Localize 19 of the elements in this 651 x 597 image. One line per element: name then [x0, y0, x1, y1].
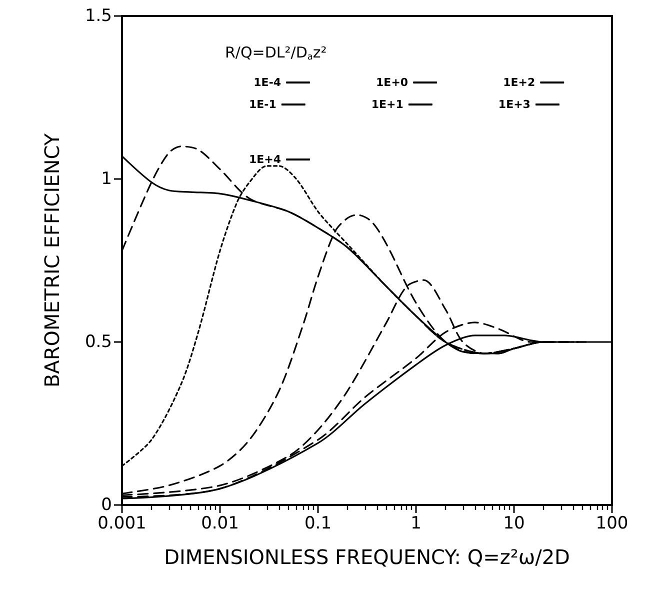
x-tick-label: 100	[596, 514, 628, 534]
legend-label: 1E+4	[248, 153, 282, 166]
x-tick-label: 1	[410, 514, 422, 534]
y-tick-label: 1.5	[84, 6, 112, 26]
legend-label: 1E+1	[371, 98, 404, 111]
legend-label: 1E-1	[248, 98, 276, 111]
x-tick-label: 0.1	[304, 514, 332, 534]
legend-label: 1E+0	[376, 76, 408, 89]
x-tick-label: 0.001	[98, 514, 146, 534]
y-axis-title: BAROMETRIC EFFICIENCY	[40, 132, 64, 388]
legend-label: 1E+3	[498, 98, 530, 111]
legend-label: 1E-4	[254, 76, 282, 89]
y-tick-label: 1	[101, 169, 112, 189]
x-tick-label: 10	[503, 514, 525, 534]
y-tick-label: 0	[101, 495, 112, 515]
x-axis-title: DIMENSIONLESS FREQUENCY: Q=z²ω/2D	[164, 545, 570, 569]
x-tick-label: 0.01	[201, 514, 239, 534]
y-tick-label: 0.5	[84, 332, 112, 352]
legend-label: 1E+2	[503, 76, 536, 89]
